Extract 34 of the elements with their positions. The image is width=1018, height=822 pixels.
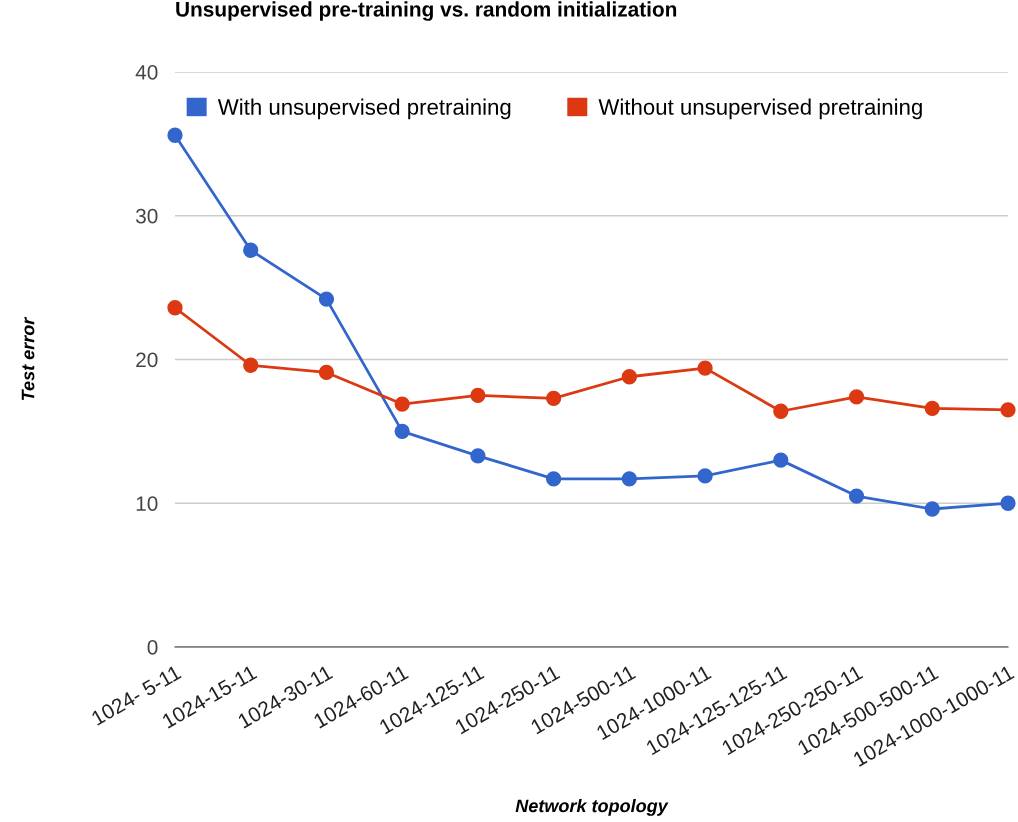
- legend-label: Without unsupervised pretraining: [598, 98, 922, 120]
- point: [924, 400, 940, 417]
- point: [773, 403, 789, 419]
- point: [470, 448, 486, 464]
- point: [318, 364, 335, 381]
- point: [848, 389, 865, 405]
- point: [394, 396, 410, 412]
- point: [1000, 402, 1016, 418]
- point: [545, 471, 562, 487]
- y-tick-label: 20: [136, 352, 158, 368]
- point: [394, 423, 410, 440]
- point: [318, 291, 335, 307]
- point: [243, 242, 259, 258]
- point: [621, 471, 638, 487]
- y-tick-label: 40: [135, 65, 158, 80]
- y-tick-label: 10: [136, 496, 158, 511]
- point: [167, 127, 183, 143]
- x-axis-title: Network topology: [515, 799, 669, 816]
- point: [773, 452, 789, 468]
- point: [697, 468, 713, 484]
- point: [697, 360, 713, 376]
- point: [621, 369, 638, 385]
- point: [243, 357, 259, 373]
- legend-label: With unsupervised pretraining: [217, 98, 511, 120]
- y-axis-title: Test error: [21, 316, 35, 401]
- point: [470, 387, 486, 404]
- chart-title: Unsupervised pre-training vs. random initialization: [176, 1, 677, 21]
- y-tick-label: 30: [135, 208, 158, 224]
- point: [1000, 495, 1016, 511]
- point: [545, 390, 562, 406]
- y-tick-label: 0: [147, 640, 158, 655]
- point: [848, 488, 865, 504]
- point: [924, 501, 940, 517]
- point: [167, 300, 183, 316]
